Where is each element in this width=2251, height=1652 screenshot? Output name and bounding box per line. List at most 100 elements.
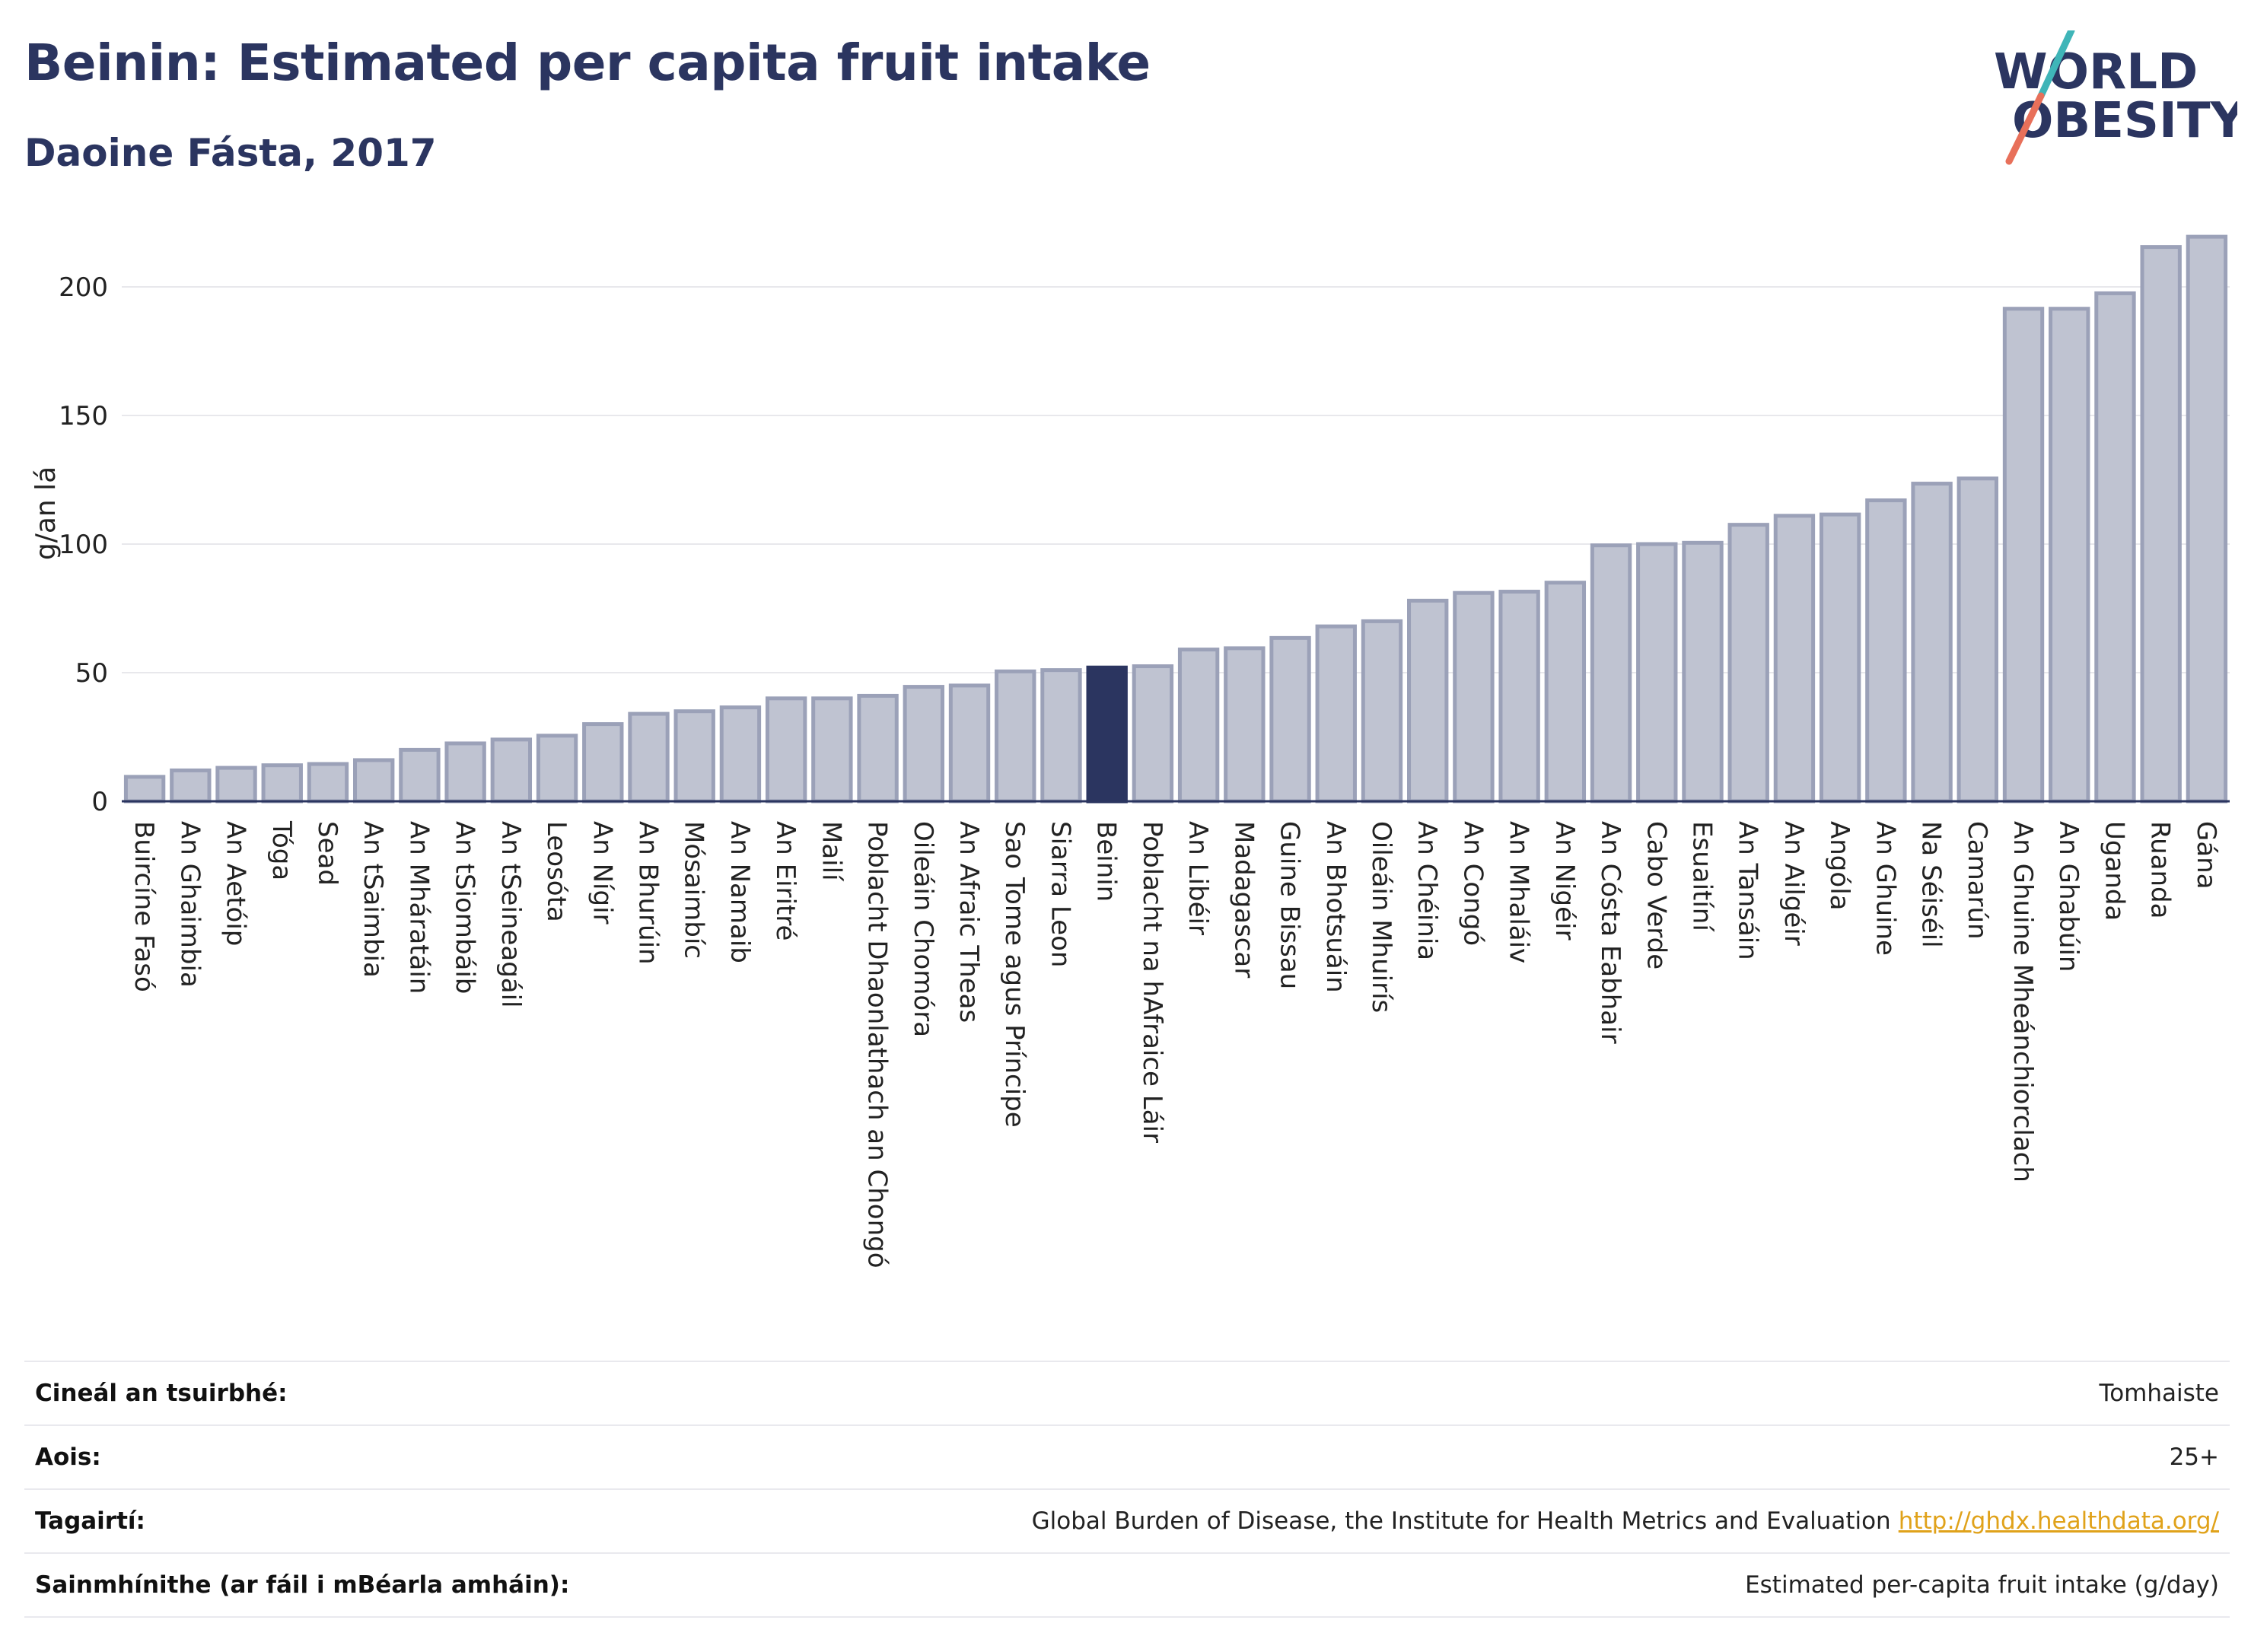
bar bbox=[1498, 590, 1540, 804]
bar bbox=[1636, 542, 1678, 804]
bar bbox=[903, 685, 944, 804]
x-tick-label: An Eiritré bbox=[770, 821, 801, 941]
bar bbox=[1865, 498, 1907, 804]
x-tick-label: An Nigéir bbox=[1549, 821, 1580, 940]
x-tick-label: Oileáin Chomóra bbox=[908, 821, 938, 1037]
metadata-row-survey-type: Cineál an tsuirbhé: Tomhaiste bbox=[24, 1361, 2230, 1424]
bar bbox=[1911, 482, 1953, 804]
metadata-value: Estimated per-capita fruit intake (g/day… bbox=[1745, 1571, 2219, 1599]
world-obesity-logo: WORLD OBESITY bbox=[1994, 30, 2237, 165]
logo-word-obesity: OBESITY bbox=[2012, 93, 2237, 149]
bar bbox=[1682, 540, 1724, 804]
x-tick-label: An Aetóip bbox=[221, 821, 251, 946]
bar bbox=[1544, 581, 1587, 804]
x-tick-label: An Ghaimbia bbox=[174, 821, 205, 988]
y-tick-label: 100 bbox=[59, 530, 108, 560]
bar bbox=[857, 693, 899, 804]
bar bbox=[1727, 523, 1769, 804]
x-tick-label: Guine Bissau bbox=[1275, 821, 1305, 989]
x-tick-label: Na Séiséil bbox=[1916, 821, 1947, 948]
bar bbox=[1269, 635, 1311, 804]
bar bbox=[2186, 234, 2228, 804]
x-tick-label: An Congó bbox=[1457, 821, 1488, 946]
x-tick-label: Cabo Verde bbox=[1641, 821, 1671, 969]
bar bbox=[1177, 648, 1220, 804]
metadata-value: Tomhaiste bbox=[2099, 1380, 2219, 1407]
bar bbox=[1956, 476, 1998, 804]
x-tick-label: Buircíne Fasó bbox=[129, 821, 159, 992]
logo-word-world: WORLD bbox=[1994, 44, 2198, 100]
x-tick-label: Ruanda bbox=[2145, 821, 2176, 918]
metadata-row-age: Aois: 25+ bbox=[24, 1424, 2230, 1488]
x-tick-label: Mailí bbox=[816, 821, 846, 882]
chart-title: Beinin: Estimated per capita fruit intak… bbox=[24, 33, 1151, 92]
bar bbox=[261, 763, 303, 804]
x-tick-label: Angóla bbox=[1824, 821, 1855, 910]
metadata-label: Sainmhínithe (ar fáil i mBéarla amháin): bbox=[35, 1571, 570, 1599]
x-tick-label: Sead bbox=[312, 821, 342, 886]
metadata-label: Tagairtí: bbox=[35, 1507, 145, 1535]
x-tick-label: An Bhotsuáin bbox=[1320, 821, 1351, 993]
x-tick-label: An Ghabúin bbox=[2053, 821, 2084, 972]
x-tick-label: An Cósta Eabhair bbox=[1595, 821, 1625, 1044]
bar bbox=[1407, 598, 1449, 804]
x-tick-label: An Chéinia bbox=[1412, 821, 1442, 960]
metadata-table: Cineál an tsuirbhé: Tomhaiste Aois: 25+ … bbox=[24, 1361, 2230, 1618]
bar bbox=[2049, 307, 2090, 804]
x-tick-label: Leosóta bbox=[541, 821, 572, 922]
x-tick-label: Gána bbox=[2191, 821, 2221, 890]
x-tick-label: Oileáin Mhuirís bbox=[1366, 821, 1396, 1013]
y-tick-label: 0 bbox=[91, 787, 108, 817]
bar bbox=[1453, 590, 1495, 804]
x-tick-label: An Afraic Theas bbox=[954, 821, 984, 1023]
bar bbox=[2002, 307, 2045, 804]
bar bbox=[1773, 514, 1816, 804]
x-tick-label: An Ghuine bbox=[1870, 821, 1900, 956]
x-tick-label: Tóga bbox=[266, 820, 297, 880]
bar bbox=[582, 722, 624, 804]
bar bbox=[1590, 543, 1632, 804]
logo-slash-coral bbox=[2005, 92, 2045, 165]
bar bbox=[399, 747, 441, 804]
bar bbox=[995, 669, 1036, 804]
bar bbox=[948, 683, 991, 804]
chart-subtitle: Daoine Fásta, 2017 bbox=[24, 131, 437, 175]
bar bbox=[1819, 512, 1861, 804]
bar-chart: 0 50 100 150 200 g/an lá Buircíne Fasó An Ghaim… bbox=[30, 234, 2230, 1268]
y-tick-label: 150 bbox=[59, 401, 108, 431]
metadata-label: Cineál an tsuirbhé: bbox=[35, 1380, 288, 1407]
bar bbox=[811, 696, 853, 804]
y-axis-label: g/an lá bbox=[30, 466, 62, 560]
y-tick-label: 50 bbox=[75, 658, 108, 689]
x-tick-label: An Mhaláiv bbox=[1504, 821, 1534, 963]
metadata-row-definitions: Sainmhínithe (ar fáil i mBéarla amháin):… bbox=[24, 1552, 2230, 1618]
x-tick-label: An tSeineagáil bbox=[495, 821, 526, 1008]
bar bbox=[307, 762, 349, 804]
bar bbox=[1086, 665, 1128, 804]
bar bbox=[536, 734, 578, 804]
bar bbox=[1224, 646, 1266, 804]
x-tick-label: Mósaimbíc bbox=[679, 821, 709, 959]
x-tick-label: An Mháratáin bbox=[403, 821, 434, 994]
bar bbox=[1040, 668, 1082, 804]
bar bbox=[1315, 624, 1357, 804]
x-tick-label: Camarún bbox=[1962, 821, 1992, 940]
x-tick-label: An tSiombáib bbox=[450, 821, 480, 994]
bar bbox=[353, 758, 395, 804]
bar bbox=[2140, 245, 2182, 804]
bar bbox=[719, 705, 762, 804]
x-tick-label: Poblacht na hAfraice Láir bbox=[1137, 821, 1167, 1143]
x-tick-label: Madagascar bbox=[1228, 821, 1259, 978]
x-tick-label: Siarra Leon bbox=[1045, 821, 1075, 967]
metadata-value: 25+ bbox=[2169, 1444, 2219, 1471]
bar bbox=[123, 775, 166, 804]
reference-link[interactable]: http://ghdx.healthdata.org/ bbox=[1898, 1507, 2219, 1535]
metadata-value-wrapper: Global Burden of Disease, the Institute … bbox=[1032, 1507, 2230, 1535]
x-tick-label: An Bhurúin bbox=[633, 821, 664, 965]
bar bbox=[215, 766, 257, 804]
bar bbox=[170, 768, 212, 804]
y-tick-label: 200 bbox=[59, 272, 108, 303]
x-tick-label: Esuaitíní bbox=[1687, 821, 1718, 932]
x-tick-label: Beinin bbox=[1091, 821, 1122, 902]
x-tick-label: Uganda bbox=[2099, 821, 2129, 921]
